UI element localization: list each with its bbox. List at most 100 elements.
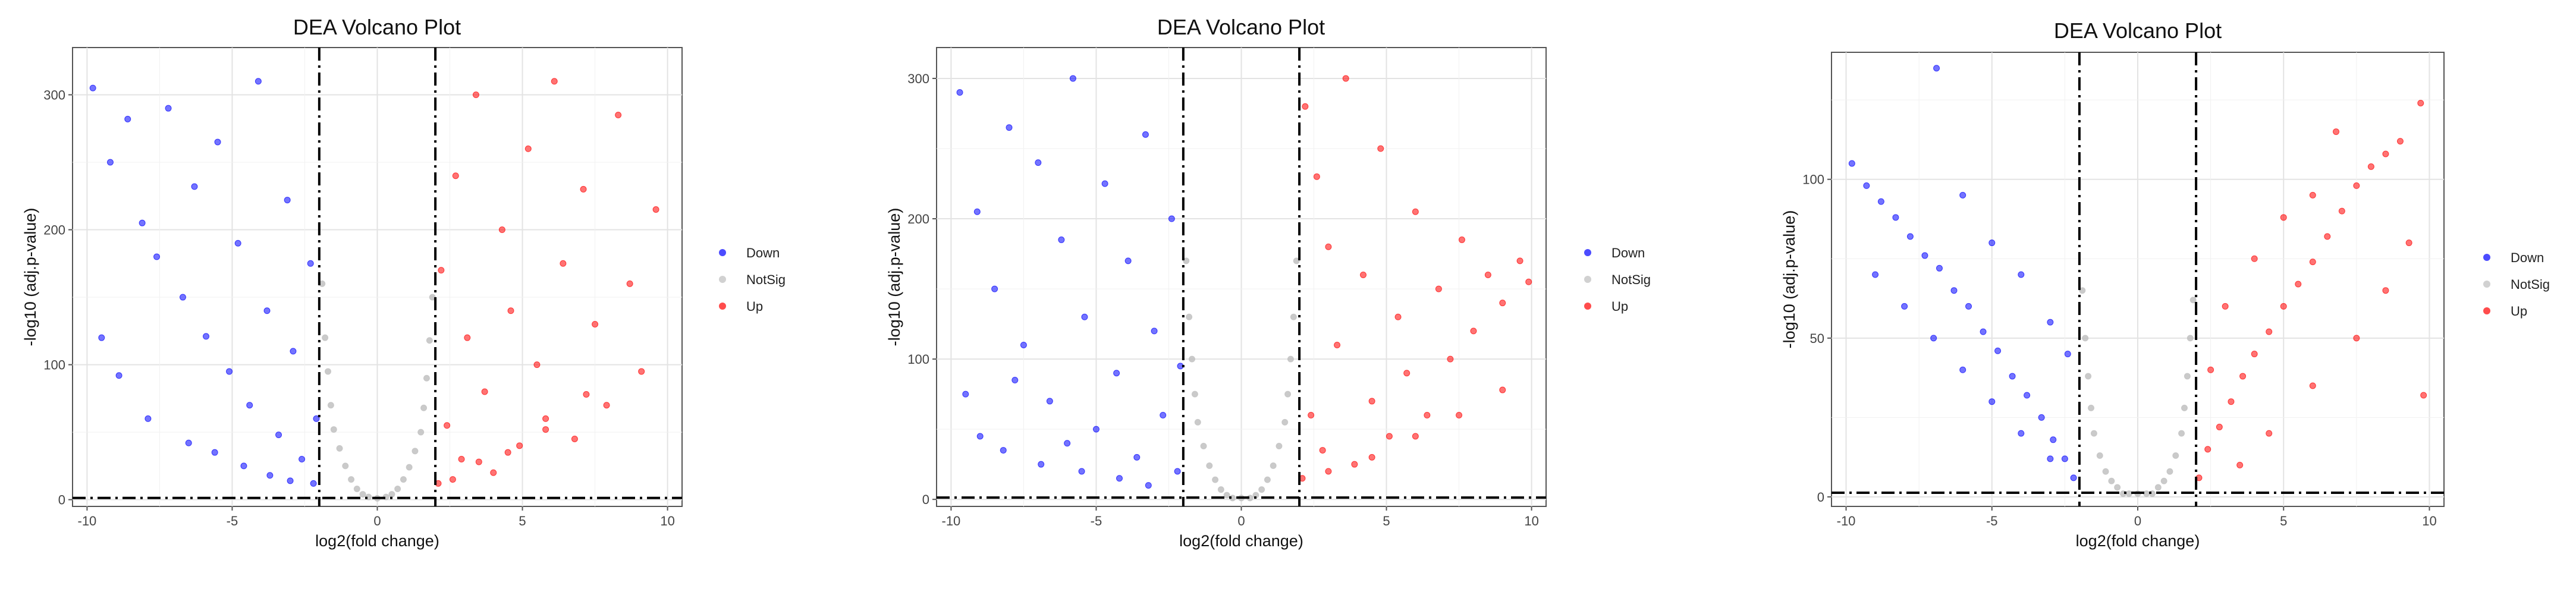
data-point — [2204, 446, 2211, 453]
data-point — [1217, 486, 1224, 493]
data-point — [638, 368, 645, 375]
legend-marker-up — [2483, 307, 2490, 314]
data-point — [1284, 391, 1292, 398]
series-notsig — [1183, 257, 1300, 502]
data-point — [1174, 468, 1181, 475]
data-point — [1290, 313, 1297, 320]
data-point — [310, 480, 317, 487]
data-point — [2417, 99, 2424, 106]
data-point — [1412, 433, 1419, 440]
legend-label-up: Up — [746, 299, 763, 314]
data-point — [1302, 103, 1309, 110]
data-point — [444, 422, 451, 429]
y-tick-label: 50 — [1810, 331, 1824, 346]
data-point — [504, 449, 511, 456]
data-point — [1456, 412, 1463, 419]
data-point — [226, 368, 233, 375]
data-point — [420, 404, 428, 411]
series-down — [1848, 65, 2077, 481]
data-point — [2251, 351, 2258, 358]
data-point — [1458, 236, 1465, 243]
data-point — [1499, 300, 1506, 307]
data-point — [2143, 490, 2150, 497]
data-point — [1403, 370, 1410, 377]
data-point — [1877, 198, 1884, 205]
legend-marker-up — [1584, 303, 1591, 310]
data-point — [592, 320, 599, 328]
data-point — [1058, 236, 1065, 243]
data-point — [2405, 240, 2412, 247]
x-tick-label: 5 — [519, 514, 526, 528]
data-point — [2280, 214, 2287, 221]
data-point — [2160, 477, 2167, 484]
x-tick-label: -10 — [78, 514, 97, 528]
data-point — [2266, 430, 2273, 437]
y-axis-label: -log10 (adj.p-value) — [1780, 210, 1798, 349]
x-tick-label: 5 — [1383, 514, 1390, 528]
data-point — [144, 415, 152, 422]
data-point — [2324, 233, 2331, 240]
data-point — [2102, 468, 2109, 475]
data-point — [1006, 124, 1013, 131]
data-point — [191, 183, 198, 190]
data-point — [287, 477, 294, 484]
data-point — [1194, 418, 1201, 426]
data-point — [1046, 398, 1053, 405]
data-point — [1988, 398, 1996, 405]
data-point — [1270, 462, 1277, 470]
data-point — [2396, 138, 2404, 145]
data-point — [1092, 426, 1099, 433]
data-point — [307, 260, 314, 267]
data-point — [1325, 468, 1332, 475]
data-point — [342, 462, 349, 470]
data-point — [336, 445, 343, 452]
data-point — [1906, 233, 1914, 240]
y-tick-label: 300 — [43, 87, 65, 102]
x-tick-label: -5 — [1091, 514, 1102, 528]
data-point — [1959, 366, 1966, 373]
legend: Down NotSig Up — [719, 245, 786, 314]
data-point — [2187, 335, 2194, 342]
data-point — [560, 260, 567, 267]
data-point — [2184, 373, 2191, 380]
data-point — [426, 337, 433, 344]
data-point — [1435, 285, 1442, 292]
series-down — [89, 78, 320, 487]
data-point — [652, 206, 659, 213]
data-point — [1264, 476, 1271, 483]
data-point — [472, 91, 479, 98]
data-point — [507, 307, 514, 314]
legend-marker-notsig — [2483, 281, 2490, 288]
data-point — [1081, 313, 1088, 320]
y-tick-label: 100 — [907, 352, 929, 367]
legend-label-down: Down — [1611, 245, 1645, 260]
data-point — [1936, 264, 1943, 272]
data-point — [234, 240, 241, 247]
data-point — [2108, 477, 2115, 484]
data-point — [1933, 65, 1940, 72]
data-point — [1872, 271, 1879, 278]
data-point — [542, 426, 549, 433]
data-point — [490, 469, 497, 476]
data-point — [603, 402, 610, 409]
data-point — [1424, 412, 1431, 419]
data-point — [1377, 145, 1384, 152]
data-point — [124, 115, 131, 122]
data-point — [266, 472, 274, 479]
legend-marker-up — [719, 303, 726, 310]
data-point — [2309, 259, 2316, 266]
data-point — [580, 185, 587, 193]
data-point — [475, 458, 482, 465]
data-point — [2309, 191, 2316, 199]
data-point — [2266, 328, 2273, 335]
legend-label-up: Up — [2511, 304, 2527, 319]
data-point — [583, 391, 590, 398]
data-point — [1168, 215, 1175, 222]
data-point — [2070, 474, 2077, 481]
legend: Down NotSig Up — [1584, 245, 1651, 314]
data-point — [1470, 328, 1477, 335]
data-point — [2338, 207, 2345, 215]
x-axis-label: log2(fold change) — [2076, 532, 2200, 550]
